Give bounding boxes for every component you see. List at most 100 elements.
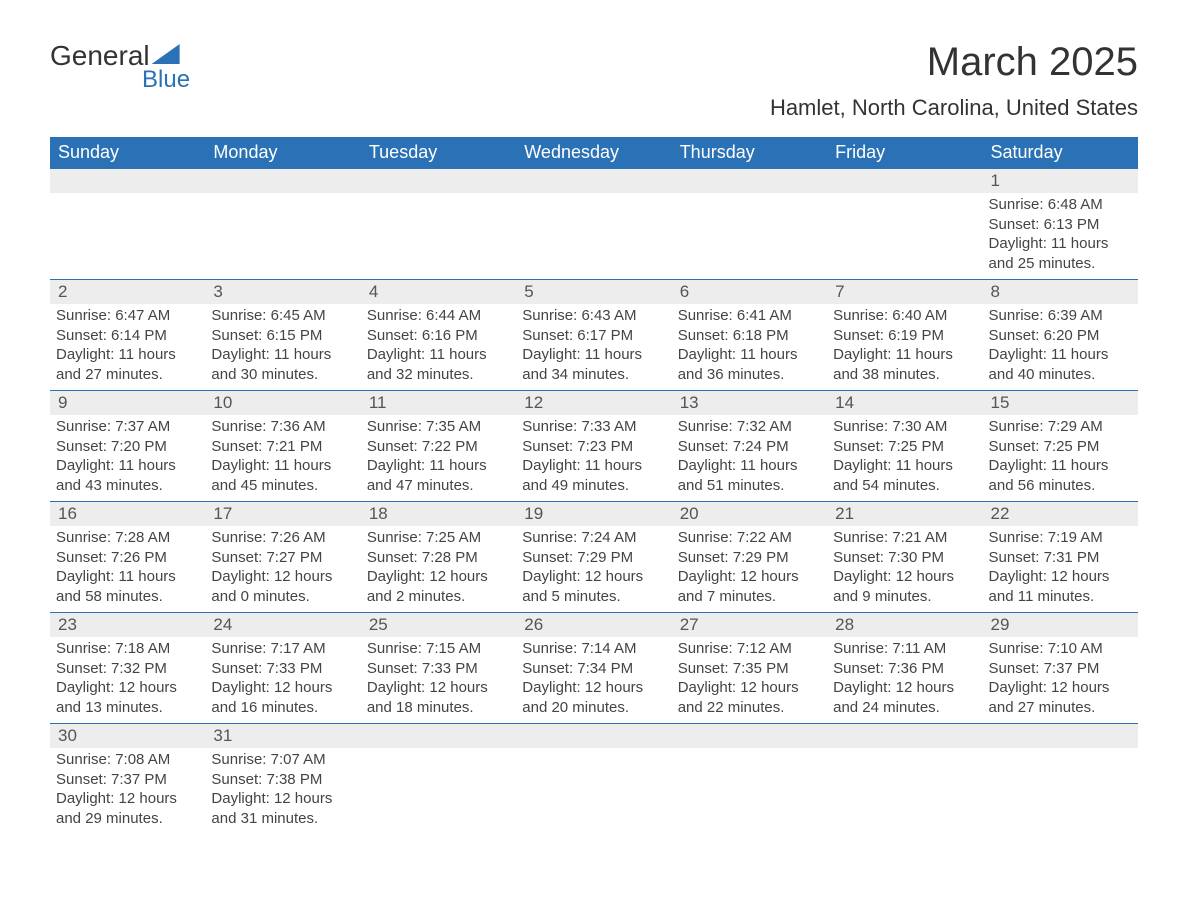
day-data: Sunrise: 7:29 AMSunset: 7:25 PMDaylight:… (983, 415, 1138, 501)
day-data: Sunrise: 7:32 AMSunset: 7:24 PMDaylight:… (672, 415, 827, 501)
sunset-text: Sunset: 7:26 PM (56, 548, 199, 568)
sunrise-text: Sunrise: 7:24 AM (522, 528, 665, 548)
sunrise-text: Sunrise: 6:43 AM (522, 306, 665, 326)
day-data: Sunrise: 7:28 AMSunset: 7:26 PMDaylight:… (50, 526, 205, 612)
sunset-text: Sunset: 6:17 PM (522, 326, 665, 346)
daylight-text: Daylight: 12 hours and 9 minutes. (833, 567, 976, 606)
day-data: Sunrise: 7:12 AMSunset: 7:35 PMDaylight:… (672, 637, 827, 723)
logo-text-2: Blue (142, 66, 190, 94)
sunset-text: Sunset: 7:38 PM (211, 770, 354, 790)
day-number (361, 169, 516, 193)
calendar-cell: 23Sunrise: 7:18 AMSunset: 7:32 PMDayligh… (50, 613, 205, 724)
day-number: 22 (983, 502, 1138, 526)
day-number (827, 724, 982, 748)
sunrise-text: Sunrise: 7:18 AM (56, 639, 199, 659)
daylight-text: Daylight: 11 hours and 38 minutes. (833, 345, 976, 384)
calendar-body: 1Sunrise: 6:48 AMSunset: 6:13 PMDaylight… (50, 169, 1138, 835)
day-data: Sunrise: 7:19 AMSunset: 7:31 PMDaylight:… (983, 526, 1138, 612)
daylight-text: Daylight: 12 hours and 22 minutes. (678, 678, 821, 717)
day-data: Sunrise: 7:35 AMSunset: 7:22 PMDaylight:… (361, 415, 516, 501)
day-data: Sunrise: 7:08 AMSunset: 7:37 PMDaylight:… (50, 748, 205, 834)
day-number: 14 (827, 391, 982, 415)
day-number (516, 724, 671, 748)
day-data (361, 748, 516, 756)
calendar-cell: 9Sunrise: 7:37 AMSunset: 7:20 PMDaylight… (50, 391, 205, 502)
calendar-cell (672, 724, 827, 835)
sunset-text: Sunset: 7:20 PM (56, 437, 199, 457)
day-data: Sunrise: 7:25 AMSunset: 7:28 PMDaylight:… (361, 526, 516, 612)
sunset-text: Sunset: 7:37 PM (989, 659, 1132, 679)
calendar-cell (672, 169, 827, 280)
location: Hamlet, North Carolina, United States (770, 95, 1138, 121)
day-data: Sunrise: 7:30 AMSunset: 7:25 PMDaylight:… (827, 415, 982, 501)
header: General Blue March 2025 Hamlet, North Ca… (50, 40, 1138, 129)
day-number: 13 (672, 391, 827, 415)
sunrise-text: Sunrise: 6:41 AM (678, 306, 821, 326)
day-data: Sunrise: 7:36 AMSunset: 7:21 PMDaylight:… (205, 415, 360, 501)
sunset-text: Sunset: 7:37 PM (56, 770, 199, 790)
daylight-text: Daylight: 11 hours and 27 minutes. (56, 345, 199, 384)
day-number: 31 (205, 724, 360, 748)
calendar-week-row: 1Sunrise: 6:48 AMSunset: 6:13 PMDaylight… (50, 169, 1138, 280)
daylight-text: Daylight: 12 hours and 24 minutes. (833, 678, 976, 717)
sunset-text: Sunset: 7:28 PM (367, 548, 510, 568)
day-number (50, 169, 205, 193)
calendar-cell: 14Sunrise: 7:30 AMSunset: 7:25 PMDayligh… (827, 391, 982, 502)
day-number: 2 (50, 280, 205, 304)
sunrise-text: Sunrise: 7:17 AM (211, 639, 354, 659)
daylight-text: Daylight: 11 hours and 49 minutes. (522, 456, 665, 495)
calendar-cell (516, 169, 671, 280)
calendar-week-row: 16Sunrise: 7:28 AMSunset: 7:26 PMDayligh… (50, 502, 1138, 613)
daylight-text: Daylight: 11 hours and 47 minutes. (367, 456, 510, 495)
calendar-cell: 28Sunrise: 7:11 AMSunset: 7:36 PMDayligh… (827, 613, 982, 724)
calendar-cell: 19Sunrise: 7:24 AMSunset: 7:29 PMDayligh… (516, 502, 671, 613)
calendar-week-row: 23Sunrise: 7:18 AMSunset: 7:32 PMDayligh… (50, 613, 1138, 724)
title-block: March 2025 Hamlet, North Carolina, Unite… (770, 40, 1138, 129)
day-number: 5 (516, 280, 671, 304)
day-number: 20 (672, 502, 827, 526)
day-number: 6 (672, 280, 827, 304)
daylight-text: Daylight: 11 hours and 54 minutes. (833, 456, 976, 495)
calendar-cell: 12Sunrise: 7:33 AMSunset: 7:23 PMDayligh… (516, 391, 671, 502)
sunrise-text: Sunrise: 7:19 AM (989, 528, 1132, 548)
sunset-text: Sunset: 7:27 PM (211, 548, 354, 568)
logo-triangle-icon (152, 44, 180, 64)
daylight-text: Daylight: 11 hours and 36 minutes. (678, 345, 821, 384)
calendar-cell: 25Sunrise: 7:15 AMSunset: 7:33 PMDayligh… (361, 613, 516, 724)
sunset-text: Sunset: 7:23 PM (522, 437, 665, 457)
day-data: Sunrise: 7:22 AMSunset: 7:29 PMDaylight:… (672, 526, 827, 612)
sunset-text: Sunset: 7:35 PM (678, 659, 821, 679)
calendar-cell: 7Sunrise: 6:40 AMSunset: 6:19 PMDaylight… (827, 280, 982, 391)
daylight-text: Daylight: 12 hours and 27 minutes. (989, 678, 1132, 717)
day-data (672, 193, 827, 201)
calendar-cell (205, 169, 360, 280)
calendar-cell: 15Sunrise: 7:29 AMSunset: 7:25 PMDayligh… (983, 391, 1138, 502)
day-header: Friday (827, 137, 982, 169)
day-data (361, 193, 516, 201)
sunset-text: Sunset: 6:20 PM (989, 326, 1132, 346)
calendar-cell: 30Sunrise: 7:08 AMSunset: 7:37 PMDayligh… (50, 724, 205, 835)
day-number: 3 (205, 280, 360, 304)
calendar-cell (827, 724, 982, 835)
day-data: Sunrise: 7:17 AMSunset: 7:33 PMDaylight:… (205, 637, 360, 723)
day-number (205, 169, 360, 193)
sunrise-text: Sunrise: 7:15 AM (367, 639, 510, 659)
sunset-text: Sunset: 7:29 PM (678, 548, 821, 568)
calendar-cell: 21Sunrise: 7:21 AMSunset: 7:30 PMDayligh… (827, 502, 982, 613)
daylight-text: Daylight: 11 hours and 40 minutes. (989, 345, 1132, 384)
calendar-cell: 4Sunrise: 6:44 AMSunset: 6:16 PMDaylight… (361, 280, 516, 391)
day-data (672, 748, 827, 756)
day-number: 18 (361, 502, 516, 526)
month-title: March 2025 (770, 40, 1138, 85)
sunrise-text: Sunrise: 6:40 AM (833, 306, 976, 326)
day-number: 12 (516, 391, 671, 415)
daylight-text: Daylight: 12 hours and 18 minutes. (367, 678, 510, 717)
calendar-cell: 10Sunrise: 7:36 AMSunset: 7:21 PMDayligh… (205, 391, 360, 502)
day-number: 23 (50, 613, 205, 637)
daylight-text: Daylight: 12 hours and 2 minutes. (367, 567, 510, 606)
calendar-cell: 16Sunrise: 7:28 AMSunset: 7:26 PMDayligh… (50, 502, 205, 613)
logo-text-1: General (50, 40, 150, 72)
sunrise-text: Sunrise: 7:10 AM (989, 639, 1132, 659)
day-data (205, 193, 360, 201)
sunrise-text: Sunrise: 6:44 AM (367, 306, 510, 326)
